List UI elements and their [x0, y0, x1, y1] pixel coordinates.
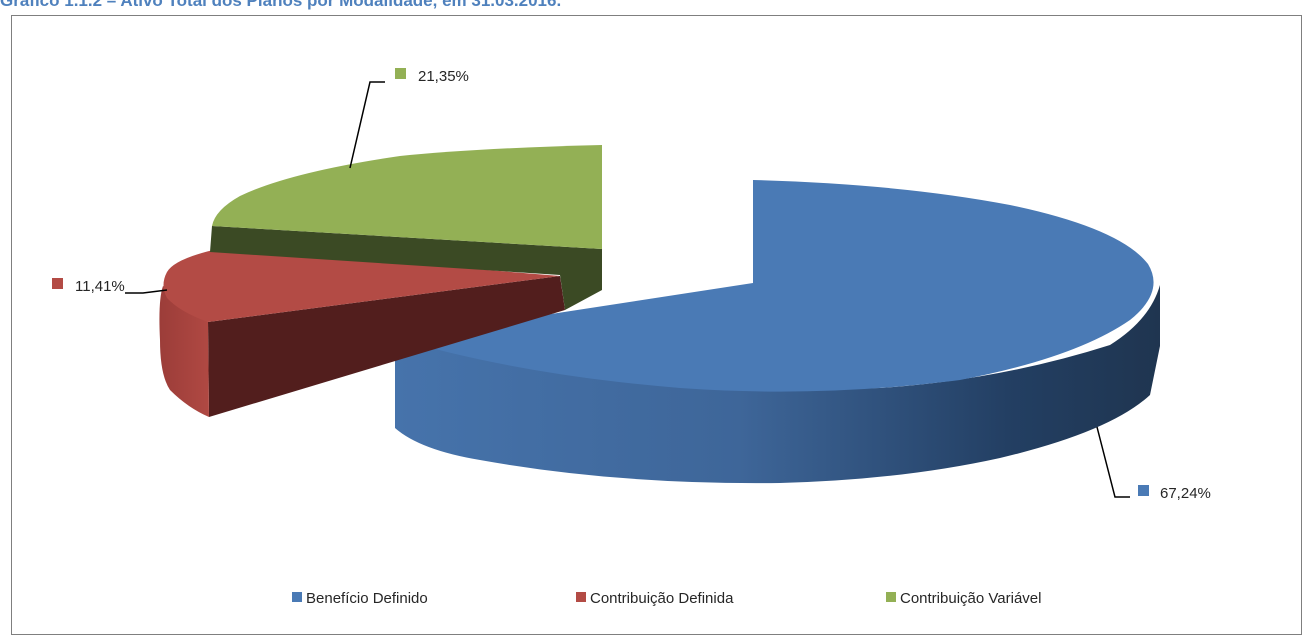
slice-inner-wall-contribuicao-definida: [208, 276, 565, 417]
slice-side-contribuicao-definida: [159, 286, 209, 417]
legend-label-contribuicao-variavel: Contribuição Variável: [900, 590, 1041, 607]
slice-contribuicao-variavel: [212, 145, 602, 249]
data-label-contribuicao-variavel: 21,35%: [418, 68, 469, 85]
legend-swatch-contribuicao-variavel: [886, 592, 896, 602]
data-label-contribuicao-definida: 11,41%: [75, 278, 125, 295]
label-swatch-contribuicao-variavel: [395, 68, 406, 79]
slice-contribuicao-definida: [163, 248, 560, 322]
legend-label-contribuicao-definida: Contribuição Definida: [590, 590, 734, 607]
legend-swatch-contribuicao-definida: [576, 592, 586, 602]
slice-side-beneficio-definido: [395, 285, 1160, 484]
leader-line-contribuicao-variavel: [349, 81, 385, 169]
slice-side-contribuicao-variavel: [210, 226, 602, 310]
slice-beneficio-definido: [395, 180, 1154, 392]
legend-label-beneficio-definido: Benefício Definido: [306, 590, 428, 607]
leader-line-contribuicao-definida: [125, 289, 168, 294]
leader-line-beneficio-definido: [1096, 426, 1130, 498]
label-swatch-beneficio-definido: [1138, 485, 1149, 496]
chart-heading: Gráfico 1.1.2 – Ativo Total dos Planos p…: [0, 0, 562, 10]
legend-swatch-beneficio-definido: [292, 592, 302, 602]
data-label-beneficio-definido: 67,24%: [1160, 485, 1211, 502]
label-swatch-contribuicao-definida: [52, 278, 63, 289]
